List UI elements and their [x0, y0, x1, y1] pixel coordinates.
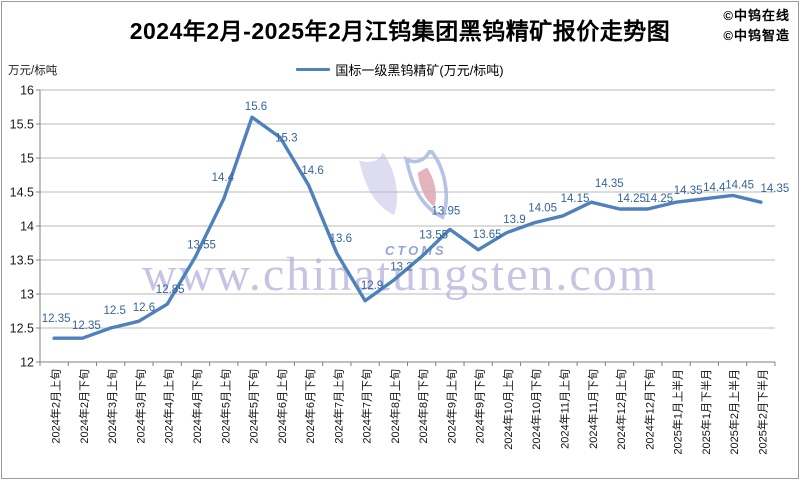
data-label: 14.45 [725, 179, 754, 191]
data-label: 13.2 [390, 261, 412, 273]
x-axis-tick-label: 2025年1月上半月 [671, 369, 685, 455]
x-axis-tick-label: 2024年11月上旬 [557, 369, 571, 449]
data-label: 14.25 [617, 193, 646, 205]
legend-line-icon [296, 68, 331, 71]
data-label: 13.55 [419, 230, 448, 242]
y-axis-unit-label: 万元/标吨 [8, 65, 58, 77]
x-axis-tick-label: 2025年2月上半月 [727, 369, 741, 455]
x-axis-tick-label: 2025年1月下半月 [699, 369, 713, 455]
y-axis-tick-label: 13.5 [10, 254, 34, 268]
x-axis-tick-label: 2024年10月下旬 [529, 369, 543, 450]
data-label: 15.3 [275, 133, 297, 145]
y-axis-tick-label: 16 [20, 84, 34, 98]
data-label: 13.55 [187, 240, 216, 252]
x-axis-tick-label: 2024年3月上旬 [105, 369, 119, 444]
x-axis-tick-label: 2024年8月下旬 [416, 369, 430, 444]
x-axis-tick-label: 2024年2月上旬 [49, 369, 63, 444]
y-axis-tick-label: 12 [20, 356, 34, 370]
price-line [52, 115, 763, 340]
data-label: 13.9 [503, 214, 525, 226]
data-label: 12.35 [42, 313, 71, 325]
x-axis-tick-label: 2024年6月上旬 [275, 369, 289, 444]
y-axis-tick-label: 14 [20, 220, 34, 234]
credit-line-1: ©中钨在线 [723, 8, 790, 23]
data-label: 15.6 [245, 101, 267, 113]
y-axis-tick-label: 15.5 [10, 118, 34, 132]
y-axis-tick-label: 14.5 [10, 186, 34, 200]
data-label: 14.15 [561, 193, 590, 205]
x-axis-tick-label: 2024年5月下旬 [247, 369, 261, 444]
x-axis-tick-label: 2024年9月下旬 [473, 369, 487, 444]
x-axis-tick-label: 2024年4月下旬 [190, 369, 204, 444]
data-label: 14.35 [761, 183, 790, 195]
data-label: 13.95 [432, 205, 461, 217]
data-label: 12.9 [361, 280, 383, 292]
y-axis-tick-label: 13 [20, 288, 34, 302]
x-axis-tick-label: 2024年5月上旬 [218, 369, 232, 444]
x-axis-tick-label: 2024年3月下旬 [133, 369, 147, 444]
data-label: 13.65 [473, 229, 502, 241]
y-axis-tick-label: 12.5 [10, 322, 34, 336]
credit-line-2: ©中钨智造 [723, 28, 790, 43]
data-label: 13.6 [330, 233, 352, 245]
data-label: 14.4 [703, 182, 726, 194]
data-label: 14.35 [674, 185, 703, 197]
data-label: 14.05 [528, 203, 557, 215]
x-axis-tick-label: 2024年6月下旬 [303, 369, 317, 444]
x-axis-tick-label: 2024年2月下旬 [77, 369, 91, 444]
data-label: 14.35 [595, 178, 624, 190]
credits: ©中钨在线 ©中钨智造 [723, 6, 790, 46]
data-label: 12.6 [133, 302, 155, 314]
x-axis-tick-label: 2024年10月上旬 [501, 369, 515, 450]
data-label: 14.25 [644, 193, 673, 205]
x-axis-tick-label: 2024年7月上旬 [331, 369, 345, 444]
x-axis-tick-label: 2024年12月上旬 [614, 369, 628, 450]
legend: 国标一级黑钨精矿(万元/标吨) [0, 60, 800, 79]
chart-title: 2024年2月-2025年2月江钨集团黑钨精矿报价走势图 [129, 18, 671, 44]
data-label: 12.85 [156, 284, 185, 296]
x-axis-tick-label: 2024年12月下旬 [642, 369, 656, 450]
data-label: 14.4 [212, 172, 235, 184]
x-axis-tick-label: 2024年11月下旬 [586, 369, 600, 449]
x-axis-tick-label: 2024年7月下旬 [360, 369, 374, 444]
y-axis-tick-label: 15 [20, 152, 34, 166]
data-label: 12.5 [104, 305, 126, 317]
legend-label: 国标一级黑钨精矿(万元/标吨) [335, 63, 504, 78]
x-axis-tick-label: 2024年9月上旬 [444, 369, 458, 444]
x-axis-tick-label: 2024年4月上旬 [162, 369, 176, 444]
x-axis-tick-label: 2025年2月下半月 [755, 369, 769, 455]
data-label: 14.6 [301, 165, 323, 177]
data-label: 12.35 [72, 320, 101, 332]
x-axis-tick-label: 2024年8月上旬 [388, 369, 402, 444]
